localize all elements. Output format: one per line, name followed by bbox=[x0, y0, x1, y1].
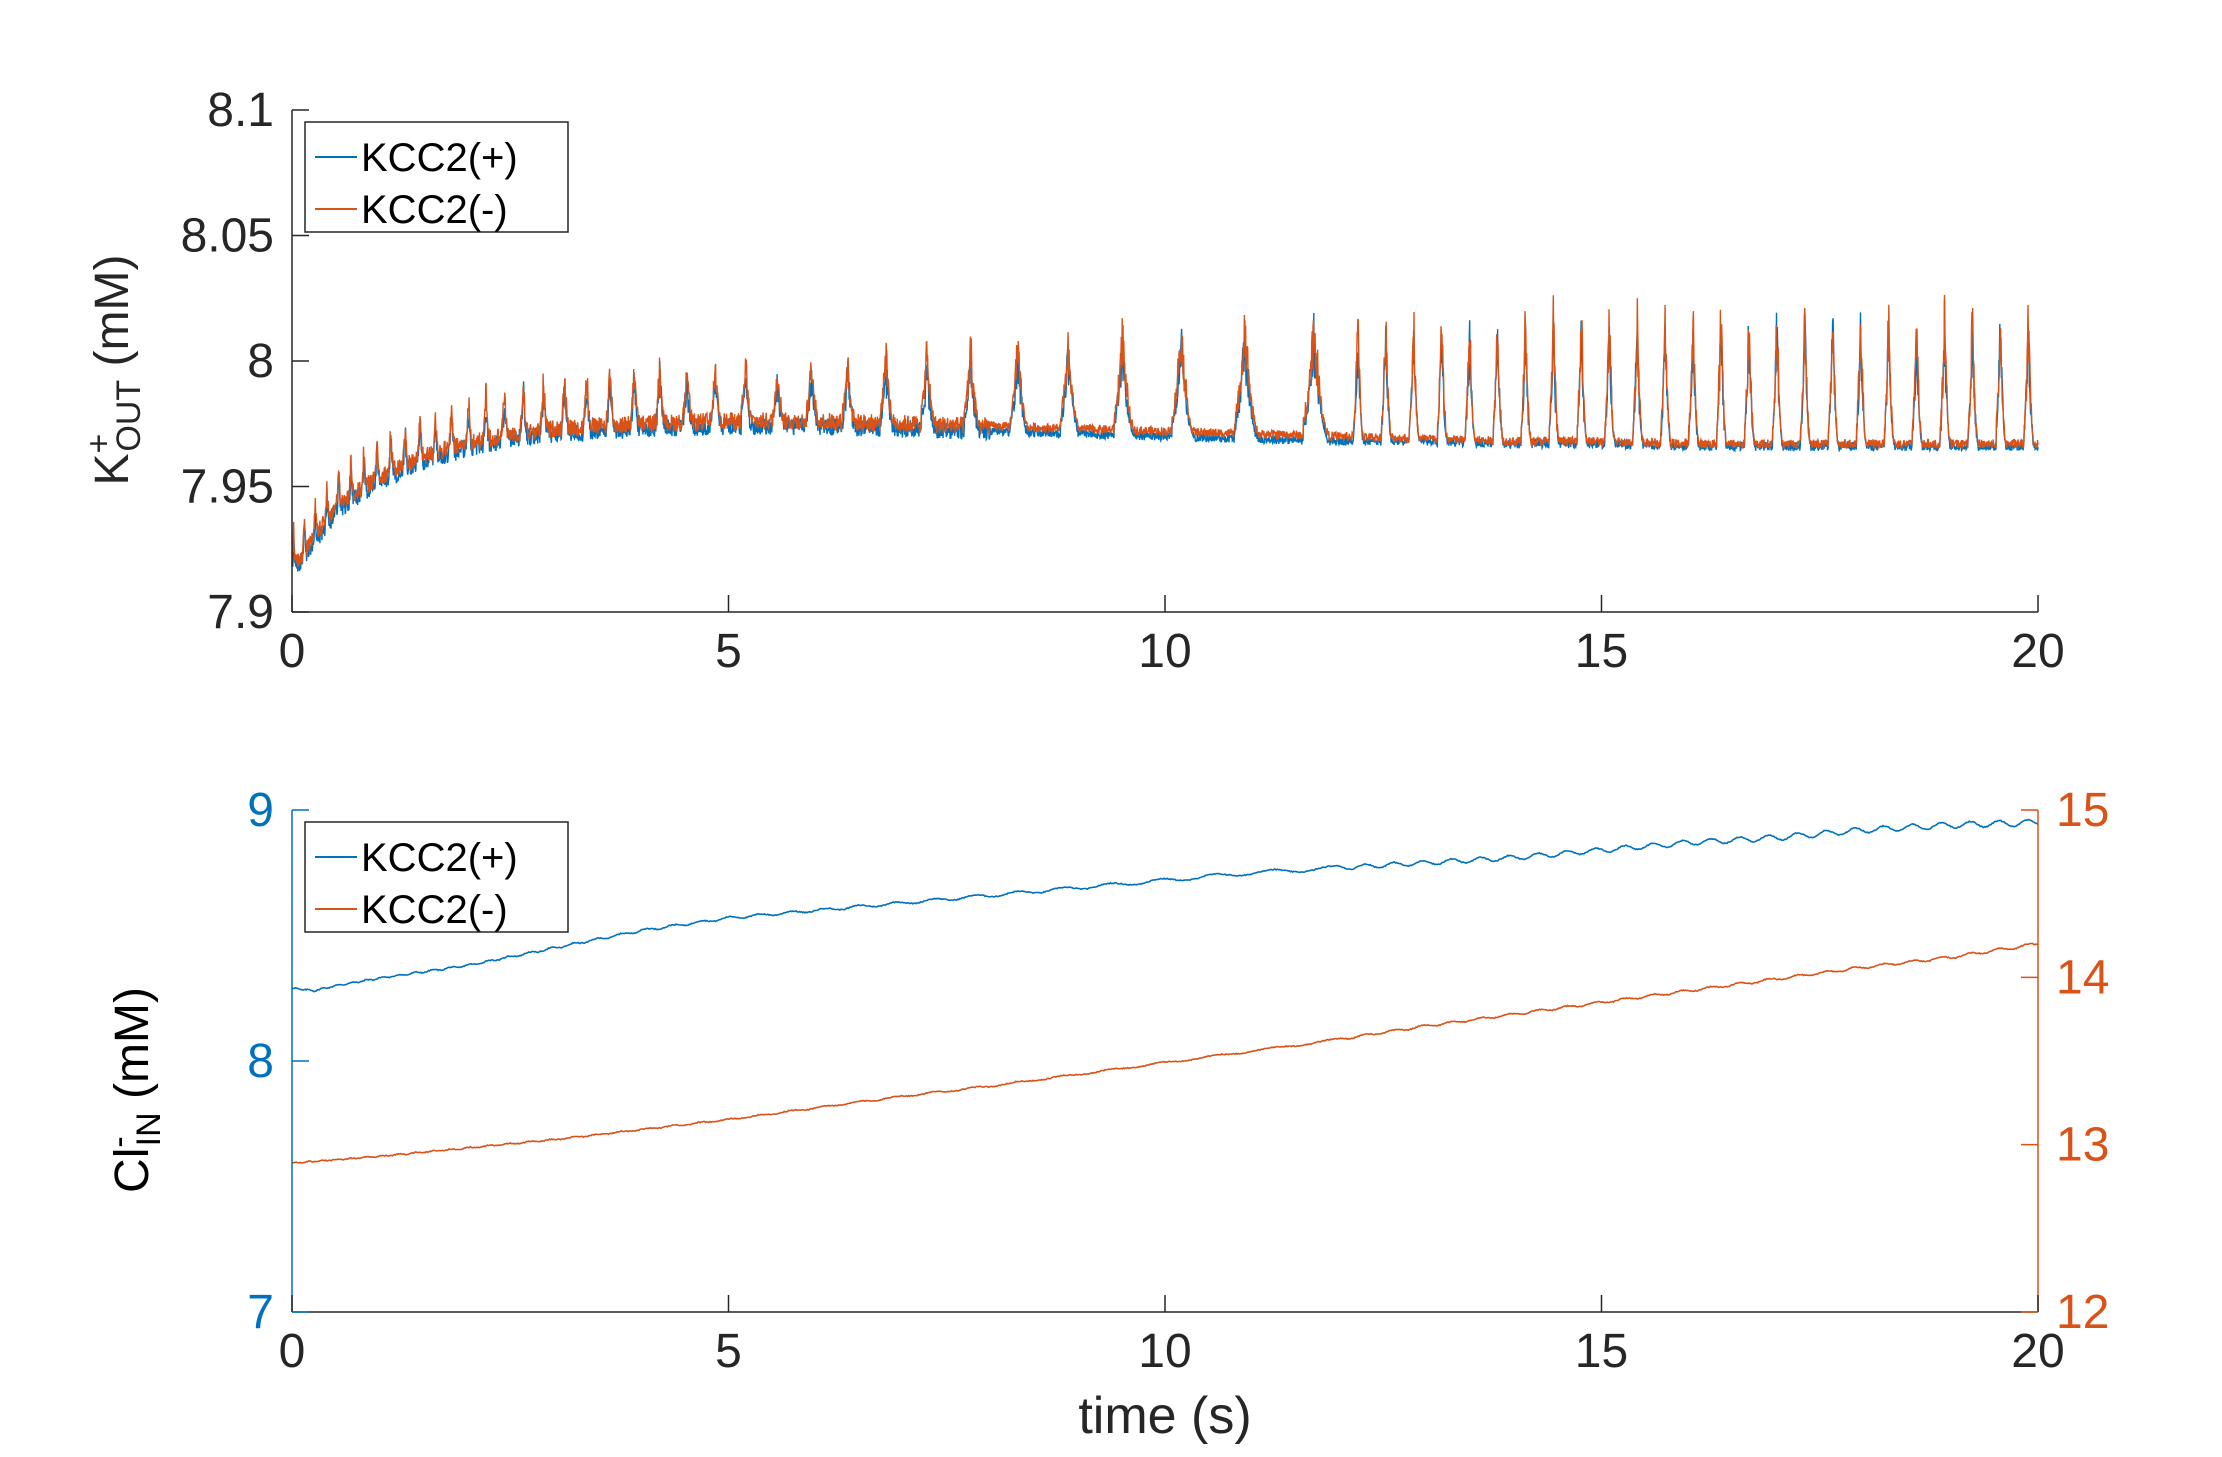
x-tick-label: 10 bbox=[1138, 1325, 1191, 1378]
x-tick-label: 0 bbox=[279, 1325, 306, 1378]
y-tick-labels-left: 7 8 9 bbox=[247, 784, 274, 1339]
y-tick-label: 7 bbox=[247, 1286, 274, 1339]
x-tick-label: 5 bbox=[715, 1325, 742, 1378]
series-line-kcc2-plus bbox=[292, 818, 2039, 993]
legend-label: KCC2(-) bbox=[361, 188, 508, 232]
x-tick-label: 20 bbox=[2011, 1325, 2064, 1378]
legend: KCC2(+) KCC2(-) bbox=[304, 121, 569, 233]
plot-lines bbox=[291, 818, 2039, 1165]
legend-label: KCC2(+) bbox=[361, 136, 518, 180]
legend-label: KCC2(-) bbox=[361, 888, 508, 932]
axes bbox=[291, 109, 2039, 613]
y-tick-label: 8 bbox=[247, 1035, 274, 1088]
x-tick-label: 10 bbox=[1138, 625, 1191, 678]
x-tick-label: 15 bbox=[1575, 625, 1628, 678]
legend: KCC2(+) KCC2(-) bbox=[304, 821, 569, 933]
panel-k-out: 0 5 10 15 20 7.9 7.95 8 8.05 8.1 K+OUT (mM) KCC2… bbox=[80, 84, 2065, 678]
legend-box bbox=[304, 821, 569, 933]
series-line-kcc2-minus bbox=[291, 942, 2039, 1165]
y-tick-label: 7.95 bbox=[181, 461, 274, 514]
y-axis-label: Cl-IN (mM) bbox=[100, 987, 168, 1193]
panel-cl-in: 0 5 10 15 20 7 8 9 12 13 14 15 Cl-IN (mM) time (s… bbox=[100, 784, 2109, 1445]
x-tick-labels: 0 5 10 15 20 bbox=[279, 1325, 2065, 1378]
y-tick-label-right: 14 bbox=[2056, 951, 2109, 1004]
legend-label: KCC2(+) bbox=[361, 836, 518, 880]
y-tick-label-right: 13 bbox=[2056, 1119, 2109, 1172]
y-tick-label: 8.05 bbox=[181, 210, 274, 263]
x-tick-label: 15 bbox=[1575, 1325, 1628, 1378]
axes bbox=[291, 809, 2039, 1313]
x-tick-labels: 0 5 10 15 20 bbox=[279, 625, 2065, 678]
y-tick-label: 7.9 bbox=[207, 586, 274, 639]
y-tick-label: 8.1 bbox=[207, 84, 274, 137]
x-axis-label: time (s) bbox=[1078, 1387, 1251, 1445]
series-line-kcc2-minus bbox=[291, 294, 2039, 568]
y-tick-labels: 7.9 7.95 8 8.05 8.1 bbox=[181, 84, 274, 639]
y-axis-label: K+OUT (mM) bbox=[80, 255, 148, 486]
legend-box bbox=[304, 121, 569, 233]
y-tick-label: 9 bbox=[247, 784, 274, 837]
y-tick-labels-right: 12 13 14 15 bbox=[2056, 784, 2109, 1339]
x-tick-label: 20 bbox=[2011, 625, 2064, 678]
y-tick-label-right: 15 bbox=[2056, 784, 2109, 837]
plot-lines bbox=[291, 294, 2039, 572]
y-tick-label-right: 12 bbox=[2056, 1286, 2109, 1339]
y-tick-label: 8 bbox=[247, 335, 274, 388]
x-tick-label: 0 bbox=[279, 625, 306, 678]
x-tick-label: 5 bbox=[715, 625, 742, 678]
